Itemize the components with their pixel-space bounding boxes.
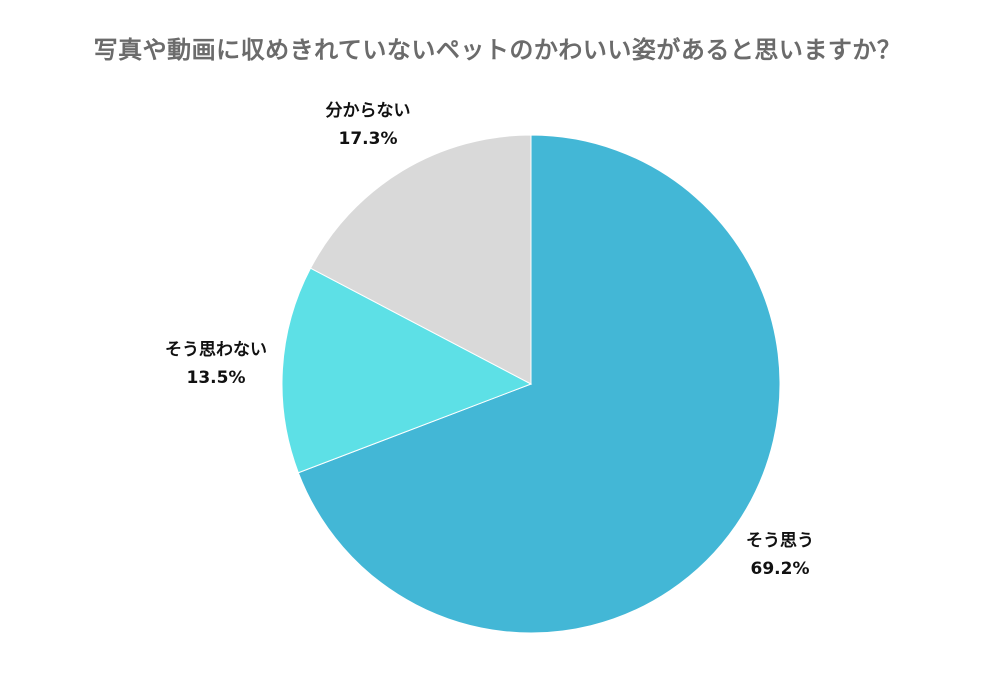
- chart-title: 写真や動画に収めきれていないペットのかわいい姿があると思いますか？: [93, 36, 902, 64]
- pie-labels: そう思う 69.2% そう思わない 13.5% 分からない 17.3%: [165, 101, 814, 579]
- slice-label-3: 分からない: [326, 101, 411, 121]
- slice-label-1: そう思う: [746, 531, 814, 551]
- pie-slice-1: [297, 134, 781, 634]
- slice-value-label-1: 69.2%: [751, 559, 810, 579]
- pie-slice-2: [281, 267, 533, 474]
- pie-slice-3: [309, 134, 532, 385]
- slice-value-label-2: 13.5%: [187, 368, 246, 388]
- pie-slices: [281, 134, 781, 634]
- slice-value-label-3: 17.3%: [339, 129, 398, 149]
- slice-label-2: そう思わない: [165, 340, 267, 360]
